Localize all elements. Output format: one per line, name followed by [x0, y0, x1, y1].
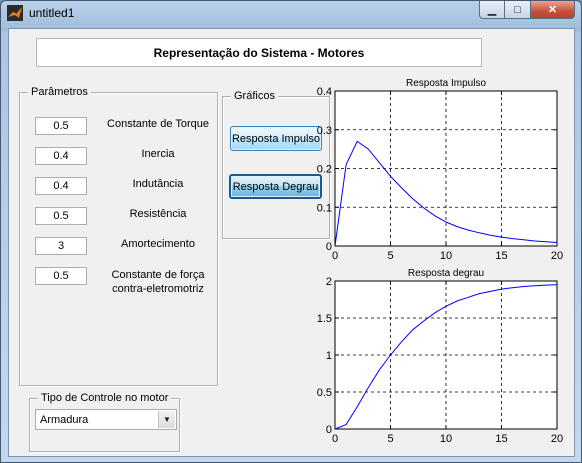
- y-tick-label: 1: [326, 350, 332, 362]
- controle-title: Tipo de Controle no motor: [38, 391, 172, 405]
- contra-eletromotriz-label-line2: contra-eletromotriz: [112, 283, 204, 295]
- x-tick-label: 5: [387, 250, 393, 260]
- y-tick-label: 0: [326, 241, 332, 253]
- y-tick-label: 0.3: [317, 125, 332, 137]
- x-tick-label: 10: [440, 250, 452, 260]
- indutancia-label: Indutância: [132, 178, 184, 190]
- impulse-chart: Resposta Impulso 0 5 10 15 20 0 0.1 0.2 0.3 0.4: [317, 78, 563, 260]
- graficos-title: Gráficos: [231, 89, 278, 103]
- maximize-button[interactable]: □: [505, 1, 531, 19]
- inercia-input[interactable]: 0.4: [35, 147, 87, 165]
- minimize-button[interactable]: ▁: [479, 1, 505, 19]
- controle-selected-value: Armadura: [40, 413, 89, 426]
- x-tick-label: 0: [332, 250, 338, 260]
- chart-title: Resposta degrau: [408, 268, 484, 279]
- contra-eletromotriz-input[interactable]: 0.5: [35, 267, 87, 285]
- y-tick-label: 1.5: [317, 313, 332, 325]
- resistencia-input[interactable]: 0.5: [35, 207, 87, 225]
- amortecimento-label: Amortecimento: [121, 238, 195, 250]
- parametros-group: Parâmetros 0.5 Constante de Torque 0.4 I…: [19, 85, 218, 386]
- amortecimento-input[interactable]: 3: [35, 237, 87, 255]
- minimize-icon: ▁: [487, 4, 497, 16]
- series-line: [334, 284, 558, 430]
- graficos-group: Gráficos Resposta Impulso Resposta Degra…: [222, 89, 330, 239]
- x-tick-label: 20: [551, 433, 563, 445]
- x-tick-label: 5: [387, 433, 393, 445]
- y-tick-label: 2: [326, 276, 332, 288]
- torque-label: Constante de Torque: [107, 118, 209, 130]
- inercia-label: Inercia: [141, 148, 175, 160]
- system-title-box: Representação do Sistema - Motores: [36, 38, 482, 67]
- y-tick-label: 0: [326, 424, 332, 436]
- y-tick-label: 0.4: [317, 86, 332, 98]
- close-button[interactable]: ✕: [531, 1, 575, 19]
- window-title: untitled1: [29, 6, 75, 20]
- parametros-title: Parâmetros: [28, 85, 91, 99]
- y-tick-label: 0.1: [317, 202, 332, 214]
- torque-input[interactable]: 0.5: [35, 117, 87, 135]
- x-tick-label: 15: [495, 433, 507, 445]
- title-bar[interactable]: untitled1 ▁ □ ✕: [1, 1, 581, 27]
- resposta-impulso-button[interactable]: Resposta Impulso: [230, 126, 322, 151]
- x-tick-label: 0: [332, 433, 338, 445]
- controle-group: Tipo de Controle no motor: [29, 391, 180, 452]
- resposta-degrau-button[interactable]: Resposta Degrau: [229, 174, 322, 199]
- controle-select[interactable]: Armadura ▼: [35, 409, 177, 430]
- y-tick-label: 0.5: [317, 387, 332, 399]
- resistencia-label: Resistência: [129, 208, 187, 220]
- maximize-icon: □: [514, 3, 521, 16]
- contra-eletromotriz-label: Constante de força contra-eletromotriz: [98, 268, 218, 296]
- x-tick-label: 15: [495, 250, 507, 260]
- contra-eletromotriz-label-line1: Constante de força: [111, 269, 205, 281]
- plot-frame: [334, 90, 558, 247]
- close-icon: ✕: [547, 4, 558, 16]
- plot-frame: [334, 280, 558, 430]
- indutancia-input[interactable]: 0.4: [35, 177, 87, 195]
- y-tick-label: 0.2: [317, 164, 332, 176]
- chevron-down-icon[interactable]: ▼: [158, 411, 175, 428]
- system-title: Representação do Sistema - Motores: [153, 45, 365, 60]
- chart-title: Resposta Impulso: [406, 78, 486, 89]
- x-tick-label: 20: [551, 250, 563, 260]
- step-chart: Resposta degrau 0 5 10 15 20 0 0.5 1 1.5 2: [317, 268, 563, 445]
- matlab-icon: [7, 5, 23, 21]
- series-line: [334, 140, 558, 247]
- x-tick-label: 10: [440, 433, 452, 445]
